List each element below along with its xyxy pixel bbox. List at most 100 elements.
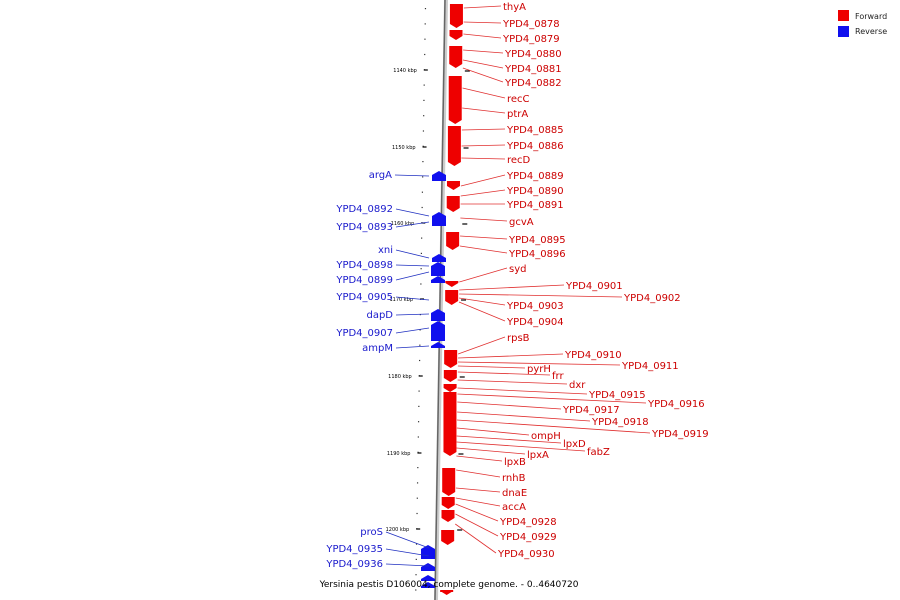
forward-gene-leader	[461, 128, 506, 131]
forward-gene-arrow	[443, 452, 457, 456]
reverse-gene-label: ampM	[362, 343, 393, 354]
scale-tick-label: 1160 kbp	[391, 221, 415, 227]
forward-gene-label: lpxA	[527, 450, 549, 461]
scale-tick-label: 1190 kbp	[387, 451, 411, 457]
forward-gene-label: YPD4_0879	[502, 34, 560, 45]
forward-gene-arrow	[449, 64, 463, 68]
reverse-gene-leader	[395, 313, 430, 316]
forward-gene-label: thyA	[503, 2, 526, 13]
backbone-dot	[415, 589, 417, 591]
reverse-gene-block	[431, 346, 445, 348]
reverse-gene-leader	[385, 563, 430, 567]
forward-gene-leader	[457, 387, 588, 395]
backbone-dot	[416, 512, 418, 515]
forward-gene-block	[443, 370, 457, 378]
forward-gene-leader	[462, 67, 504, 83]
forward-gene-label: pyrH	[527, 364, 551, 375]
reverse-gene-arrow	[431, 309, 445, 313]
backbone-dot	[416, 497, 418, 499]
reverse-gene-leader	[385, 548, 430, 557]
forward-gene-leader	[460, 189, 506, 197]
reverse-gene-label: YPD4_0905	[335, 292, 393, 303]
reverse-gene-block	[432, 258, 446, 262]
forward-gene-block	[443, 384, 457, 388]
scale-tick-label: 1180 kbp	[388, 374, 412, 380]
forward-gene-leader	[457, 401, 562, 410]
forward-gene-leader	[457, 365, 526, 369]
backbone-dot	[417, 436, 419, 438]
forward-gene-leader	[455, 513, 499, 537]
forward-gene-leader	[463, 49, 504, 54]
reverse-gene-label: YPD4_0936	[325, 559, 383, 570]
forward-gene-label: YPD4_0903	[506, 301, 564, 312]
forward-gene-leader	[462, 59, 504, 69]
backbone-dot	[422, 176, 424, 178]
backbone-dot	[421, 206, 423, 209]
forward-gene-label: frr	[552, 371, 564, 382]
reverse-gene-label: YPD4_0892	[335, 204, 393, 215]
forward-gene-arrow	[441, 518, 455, 522]
forward-gene-arrow	[449, 36, 463, 40]
backbone-dot	[420, 252, 422, 254]
reverse-gene-label: dapD	[366, 310, 393, 321]
forward-gene-leader	[463, 21, 502, 24]
forward-gene-leader	[463, 5, 502, 9]
forward-gene-leader	[457, 336, 506, 355]
forward-gene-label: YPD4_0919	[651, 429, 709, 440]
forward-gene-label: rnhB	[502, 473, 526, 484]
forward-gene-label: YPD4_0901	[565, 281, 623, 292]
reverse-gene-label: YPD4_0899	[335, 275, 393, 286]
forward-gene-leader	[455, 503, 499, 522]
forward-genes: thyA YPD4_0878 YPD4_0879 YPD4_0880 YPD4_0881…	[440, 2, 709, 595]
forward-gene-label: rpsB	[507, 333, 530, 344]
backbone-dot	[424, 53, 426, 56]
forward-gene-leader	[461, 144, 506, 147]
forward-gene-label: YPD4_0904	[506, 317, 564, 328]
reverse-gene-arrow	[432, 254, 446, 258]
forward-gene-block	[447, 126, 461, 162]
reverse-gene-arrow	[421, 545, 435, 549]
backbone-dot	[416, 482, 419, 484]
reverse-gene-leader	[395, 296, 430, 301]
forward-gene-label: YPD4_0885	[506, 125, 564, 136]
reverse-gene-block	[431, 313, 445, 321]
forward-gene-leader	[458, 301, 506, 322]
forward-gene-arrow	[443, 388, 457, 392]
forward-gene-block	[449, 30, 463, 36]
forward-gene-label: lpxD	[563, 439, 586, 450]
forward-gene-label: YPD4_0917	[562, 405, 620, 416]
reverse-gene-leader	[395, 327, 430, 334]
backbone-dot	[423, 115, 425, 117]
backbone-dot	[422, 145, 424, 147]
legend-reverse-swatch	[838, 26, 849, 37]
forward-gene-label: YPD4_0889	[506, 171, 564, 182]
forward-gene-leader	[459, 284, 565, 291]
reverse-gene-label: xni	[378, 245, 393, 256]
forward-gene-label: YPD4_0880	[504, 49, 562, 60]
forward-gene-label: YPD4_0895	[508, 235, 566, 246]
forward-gene-label: YPD4_0928	[499, 517, 557, 528]
reverse-gene-leader	[395, 345, 430, 349]
reverse-gene-leader	[395, 264, 430, 267]
forward-gene-label: YPD4_0881	[504, 64, 562, 75]
forward-gene-leader	[457, 371, 551, 376]
forward-gene-block	[446, 232, 460, 246]
backbone-dot	[417, 451, 419, 453]
forward-gene-leader	[457, 379, 568, 385]
reverse-gene-block	[421, 567, 435, 571]
forward-gene-arrow	[447, 162, 461, 166]
forward-gene-leader	[457, 393, 647, 404]
forward-gene-leader	[456, 435, 562, 444]
forward-gene-label: YPD4_0915	[588, 390, 646, 401]
reverse-gene-block	[421, 586, 435, 588]
forward-gene-label: YPD4_0910	[564, 350, 622, 361]
legend-forward-swatch	[838, 10, 849, 21]
forward-gene-leader	[462, 87, 506, 99]
reverse-gene-arrow	[432, 212, 446, 216]
legend-reverse-label: Reverse	[855, 27, 887, 36]
backbone-dot	[417, 421, 420, 423]
forward-gene-arrow	[446, 208, 460, 212]
reverse-gene-leader	[395, 249, 430, 259]
reverse-gene-leader	[395, 271, 430, 281]
